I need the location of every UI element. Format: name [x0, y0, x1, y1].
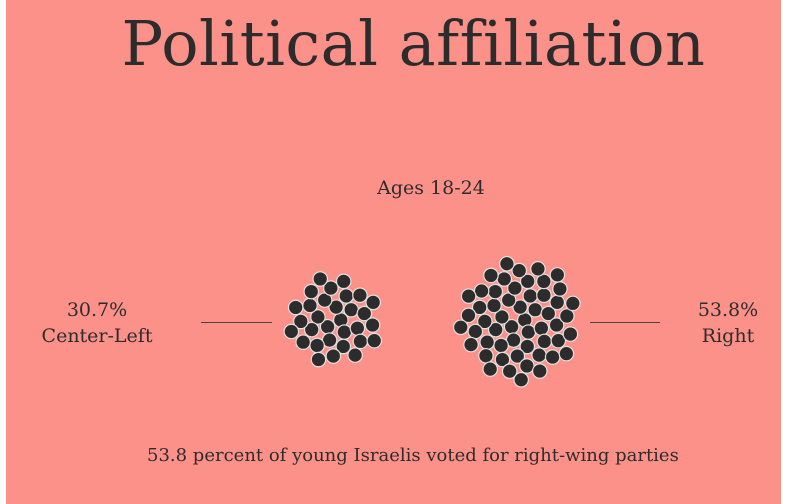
dot-right: [479, 334, 495, 350]
dot-cluster-center-left: [283, 271, 383, 368]
dot-right: [507, 280, 523, 296]
dot-right: [519, 273, 536, 290]
dot-center-left: [352, 287, 368, 303]
dot-right: [531, 347, 547, 363]
dot-right: [530, 261, 546, 277]
dot-right: [483, 267, 499, 284]
dot-center-left: [310, 351, 327, 368]
dot-center-left: [287, 299, 304, 316]
dot-right: [519, 338, 536, 355]
dot-right: [460, 288, 477, 304]
dot-right: [513, 371, 529, 388]
dot-center-left: [303, 321, 320, 338]
dot-right: [512, 299, 528, 315]
dot-right: [511, 262, 528, 279]
dot-right: [536, 333, 553, 350]
dot-right: [478, 347, 494, 364]
dot-right: [565, 295, 581, 312]
dot-center-left: [352, 333, 369, 350]
dot-right: [452, 319, 469, 336]
dot-center-left: [323, 280, 339, 296]
dot-center-left: [364, 317, 381, 333]
group-label-right: 53.8% Right: [678, 297, 778, 349]
dot-clusters: [283, 255, 581, 388]
dot-right: [562, 326, 579, 342]
dot-right: [540, 305, 557, 322]
dot-center-left: [335, 273, 352, 290]
dot-right: [473, 283, 490, 299]
dot-right: [487, 283, 504, 300]
connector-line-right: [590, 322, 660, 323]
dot-right: [493, 337, 509, 354]
dot-right: [486, 297, 502, 314]
chart-title: Political affiliation: [121, 7, 706, 80]
dot-right: [499, 255, 515, 272]
dot-right: [527, 301, 543, 318]
group-name-center-left: Center-Left: [41, 325, 153, 347]
dot-right: [544, 349, 561, 365]
dot-center-left: [347, 347, 363, 363]
dot-center-left: [349, 320, 366, 336]
dot-right: [549, 267, 566, 283]
dot-right: [552, 281, 568, 297]
dot-center-left: [356, 305, 373, 322]
dot-right: [549, 294, 566, 311]
dot-right: [471, 299, 488, 316]
dot-center-left: [365, 294, 382, 311]
dot-right: [558, 345, 575, 362]
infographic-panel: Political affiliation Ages 18-24 30.7% C…: [6, 0, 781, 504]
dot-right: [548, 317, 565, 333]
dot-right: [494, 309, 510, 325]
dot-right: [487, 321, 504, 338]
dot-center-left: [335, 338, 352, 355]
dot-right: [536, 273, 552, 290]
dot-right: [533, 320, 550, 336]
dot-center-left: [303, 283, 320, 300]
chart-subtitle: Ages 18-24: [377, 177, 485, 199]
group-label-center-left: 30.7% Center-Left: [22, 297, 172, 349]
dot-right: [559, 308, 575, 324]
dot-center-left: [283, 323, 300, 340]
dot-center-left: [309, 337, 325, 354]
dot-center-left: [338, 288, 355, 304]
dot-right: [496, 271, 513, 287]
dot-right: [509, 348, 526, 364]
dot-center-left: [302, 297, 318, 314]
dot-center-left: [310, 309, 326, 325]
dot-center-left: [325, 348, 342, 364]
connector-line-center-left: [201, 322, 272, 323]
dot-center-left: [312, 271, 329, 287]
dot-right: [522, 288, 539, 304]
dot-right: [467, 323, 484, 340]
dot-right: [519, 358, 535, 374]
group-value-center-left: 30.7%: [66, 299, 128, 321]
dot-right: [460, 307, 477, 324]
dot-right: [536, 287, 552, 303]
dot-center-left: [316, 292, 333, 308]
dot-center-left: [366, 332, 383, 349]
dot-right: [482, 361, 499, 377]
dot-center-left: [343, 301, 359, 318]
dot-center-left: [336, 324, 353, 340]
dot-center-left: [293, 313, 309, 330]
dot-right: [550, 332, 567, 349]
dot-right: [494, 351, 511, 368]
dot-right: [500, 292, 517, 308]
group-value-right: 53.8%: [697, 299, 759, 321]
dot-right: [520, 324, 537, 340]
dot-right: [477, 313, 493, 330]
dot-center-left: [328, 299, 344, 315]
dot-right: [531, 363, 548, 379]
chart-caption: 53.8 percent of young Israelis voted for…: [147, 445, 679, 466]
dot-center-left: [295, 334, 311, 350]
dot-right: [501, 363, 518, 379]
group-name-right: Right: [701, 325, 755, 347]
dot-cluster-right: [452, 255, 581, 388]
dot-right: [463, 336, 479, 353]
